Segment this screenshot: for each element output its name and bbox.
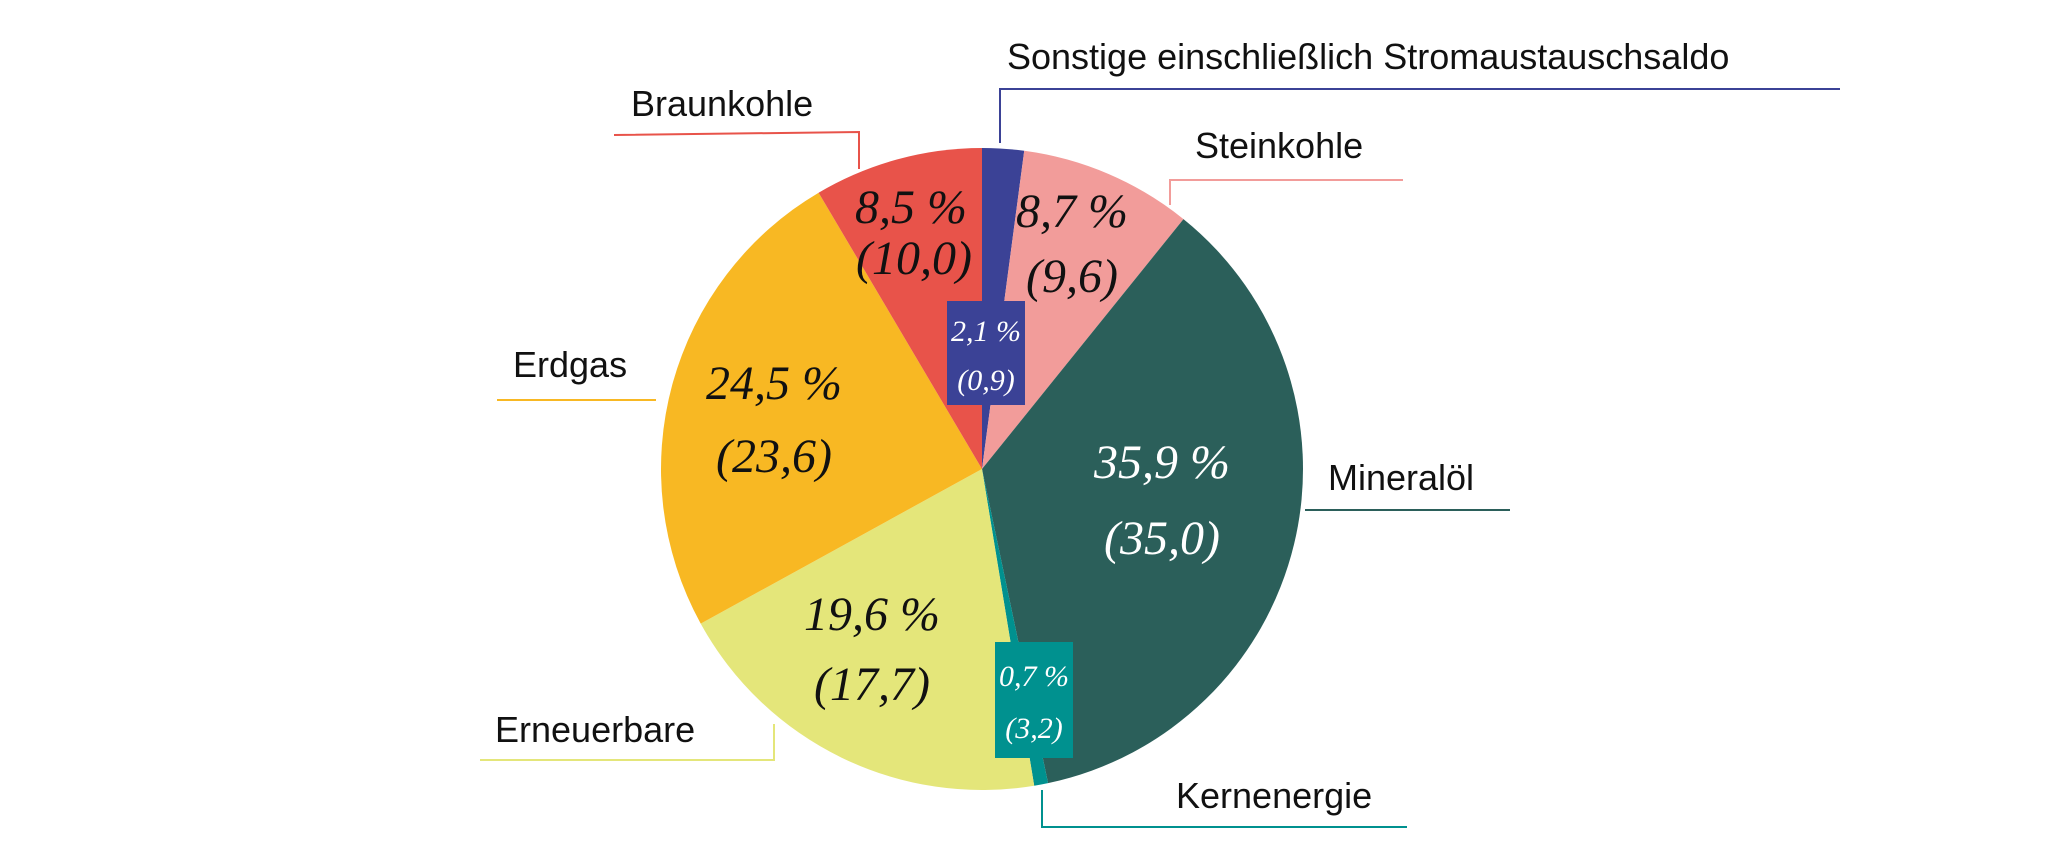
leader-line — [1041, 790, 1407, 828]
pie-slice — [660, 192, 982, 624]
category-label: Braunkohle — [631, 83, 813, 124]
previous-value-label: (0,9) — [957, 364, 1014, 397]
category-label: Sonstige einschließlich Stromaustauschsa… — [1007, 36, 1729, 77]
previous-value-label: (9,6) — [1026, 250, 1118, 303]
previous-value-label: (23,6) — [716, 430, 832, 483]
leader-line — [480, 724, 775, 761]
pie-slice — [818, 148, 982, 469]
value-box — [947, 301, 1025, 405]
value-label: 24,5 % — [706, 357, 842, 410]
previous-value-label: (35,0) — [1104, 512, 1220, 565]
value-box — [995, 642, 1073, 758]
leader-line — [1169, 179, 1403, 205]
category-label: Kernenergie — [1176, 775, 1372, 816]
leader-line — [999, 88, 1840, 143]
previous-value-label: (3,2) — [1005, 712, 1062, 745]
previous-value-label: (17,7) — [814, 658, 930, 711]
category-label: Erdgas — [513, 344, 627, 385]
pie-slice — [982, 150, 1184, 469]
value-label: 19,6 % — [804, 588, 940, 641]
value-label: 2,1 % — [951, 315, 1021, 348]
pie-slice — [700, 469, 1035, 790]
value-label: 8,7 % — [1016, 185, 1128, 238]
value-label: 35,9 % — [1093, 436, 1230, 489]
category-label: Mineralöl — [1328, 457, 1474, 498]
previous-value-label: (10,0) — [856, 232, 972, 285]
value-label: 8,5 % — [855, 181, 967, 234]
leader-line — [613, 130, 860, 169]
category-label: Steinkohle — [1195, 125, 1363, 166]
value-label: 0,7 % — [999, 660, 1069, 693]
category-label: Erneuerbare — [495, 709, 695, 750]
